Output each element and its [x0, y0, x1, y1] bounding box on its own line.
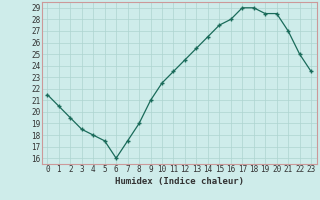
- X-axis label: Humidex (Indice chaleur): Humidex (Indice chaleur): [115, 177, 244, 186]
